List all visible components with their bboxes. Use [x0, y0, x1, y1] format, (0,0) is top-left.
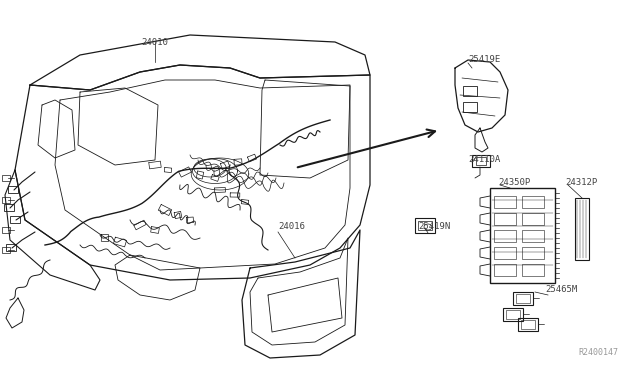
Text: 24110A: 24110A [468, 155, 500, 164]
Bar [522, 213, 544, 225]
Text: R2400147: R2400147 [578, 348, 618, 357]
Bar [522, 230, 544, 242]
Bar [472, 155, 490, 167]
Text: 24016: 24016 [278, 222, 305, 231]
Text: 24350P: 24350P [498, 178, 531, 187]
Bar [521, 320, 535, 329]
Bar [494, 230, 516, 242]
Bar [494, 196, 516, 208]
Bar [494, 264, 516, 276]
Bar [418, 221, 432, 230]
Text: 25465M: 25465M [545, 285, 577, 294]
Bar [8, 186, 18, 193]
Bar [2, 247, 10, 253]
Text: 25419N: 25419N [418, 222, 451, 231]
Bar [4, 204, 14, 211]
Bar [575, 198, 589, 260]
Bar [10, 216, 20, 223]
Bar [463, 102, 477, 112]
Bar [522, 264, 544, 276]
Bar [513, 292, 533, 305]
Bar [494, 213, 516, 225]
Bar [2, 175, 10, 181]
Bar [415, 218, 435, 233]
Bar [516, 294, 530, 303]
Text: 25419E: 25419E [468, 55, 500, 64]
Bar [2, 227, 10, 233]
Bar [522, 196, 544, 208]
Text: 24010: 24010 [141, 38, 168, 47]
Bar [494, 247, 516, 259]
Bar [476, 157, 486, 165]
Bar [2, 197, 10, 203]
Bar [503, 308, 523, 321]
Text: 24312P: 24312P [565, 178, 597, 187]
Bar [522, 247, 544, 259]
Bar [6, 244, 16, 251]
Bar [463, 86, 477, 96]
Bar [490, 188, 555, 283]
Bar [506, 310, 520, 319]
Bar [518, 318, 538, 331]
